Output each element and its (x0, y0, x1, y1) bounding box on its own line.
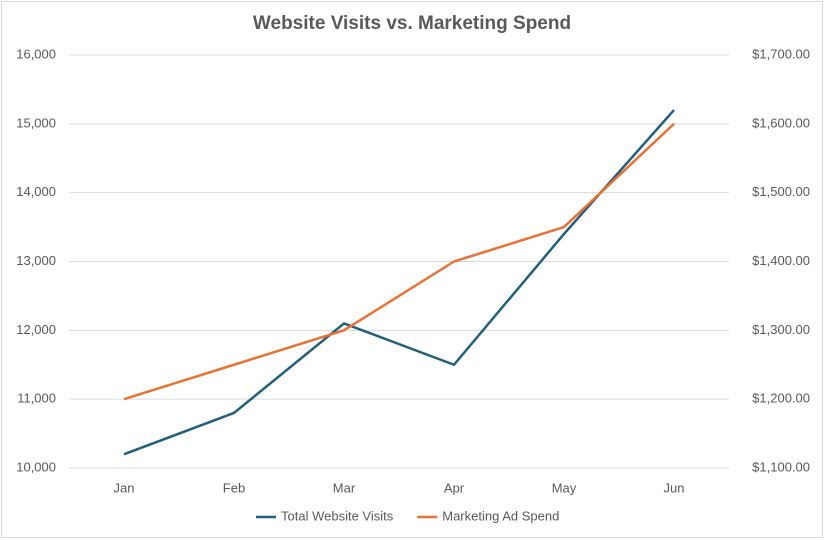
y-tick-label: 13,000 (16, 253, 56, 268)
y-tick-label: 10,000 (16, 459, 56, 474)
x-tick-label: Jun (664, 480, 685, 495)
x-tick-label: Apr (444, 480, 465, 495)
y2-tick-label: $1,500.00 (752, 184, 810, 199)
y-tick-label: 14,000 (16, 184, 56, 199)
x-tick-label: Feb (223, 480, 245, 495)
y2-tick-label: $1,700.00 (752, 46, 810, 61)
legend-label: Total Website Visits (281, 508, 394, 523)
series-line (123, 122, 675, 401)
legend-label: Marketing Ad Spend (442, 508, 559, 523)
y2-tick-label: $1,100.00 (752, 459, 810, 474)
y2-tick-label: $1,200.00 (752, 391, 810, 406)
x-tick-label: Mar (333, 480, 356, 495)
y-tick-label: 15,000 (16, 115, 56, 130)
y2-tick-label: $1,600.00 (752, 115, 810, 130)
series-line (123, 109, 675, 456)
y2-tick-label: $1,400.00 (752, 253, 810, 268)
y-tick-label: 16,000 (16, 46, 56, 61)
x-tick-label: May (552, 480, 577, 495)
y-tick-label: 12,000 (16, 322, 56, 337)
y2-tick-label: $1,300.00 (752, 322, 810, 337)
chart-title: Website Visits vs. Marketing Spend (253, 13, 571, 34)
y-tick-label: 11,000 (17, 391, 56, 406)
x-tick-label: Jan (114, 480, 135, 495)
